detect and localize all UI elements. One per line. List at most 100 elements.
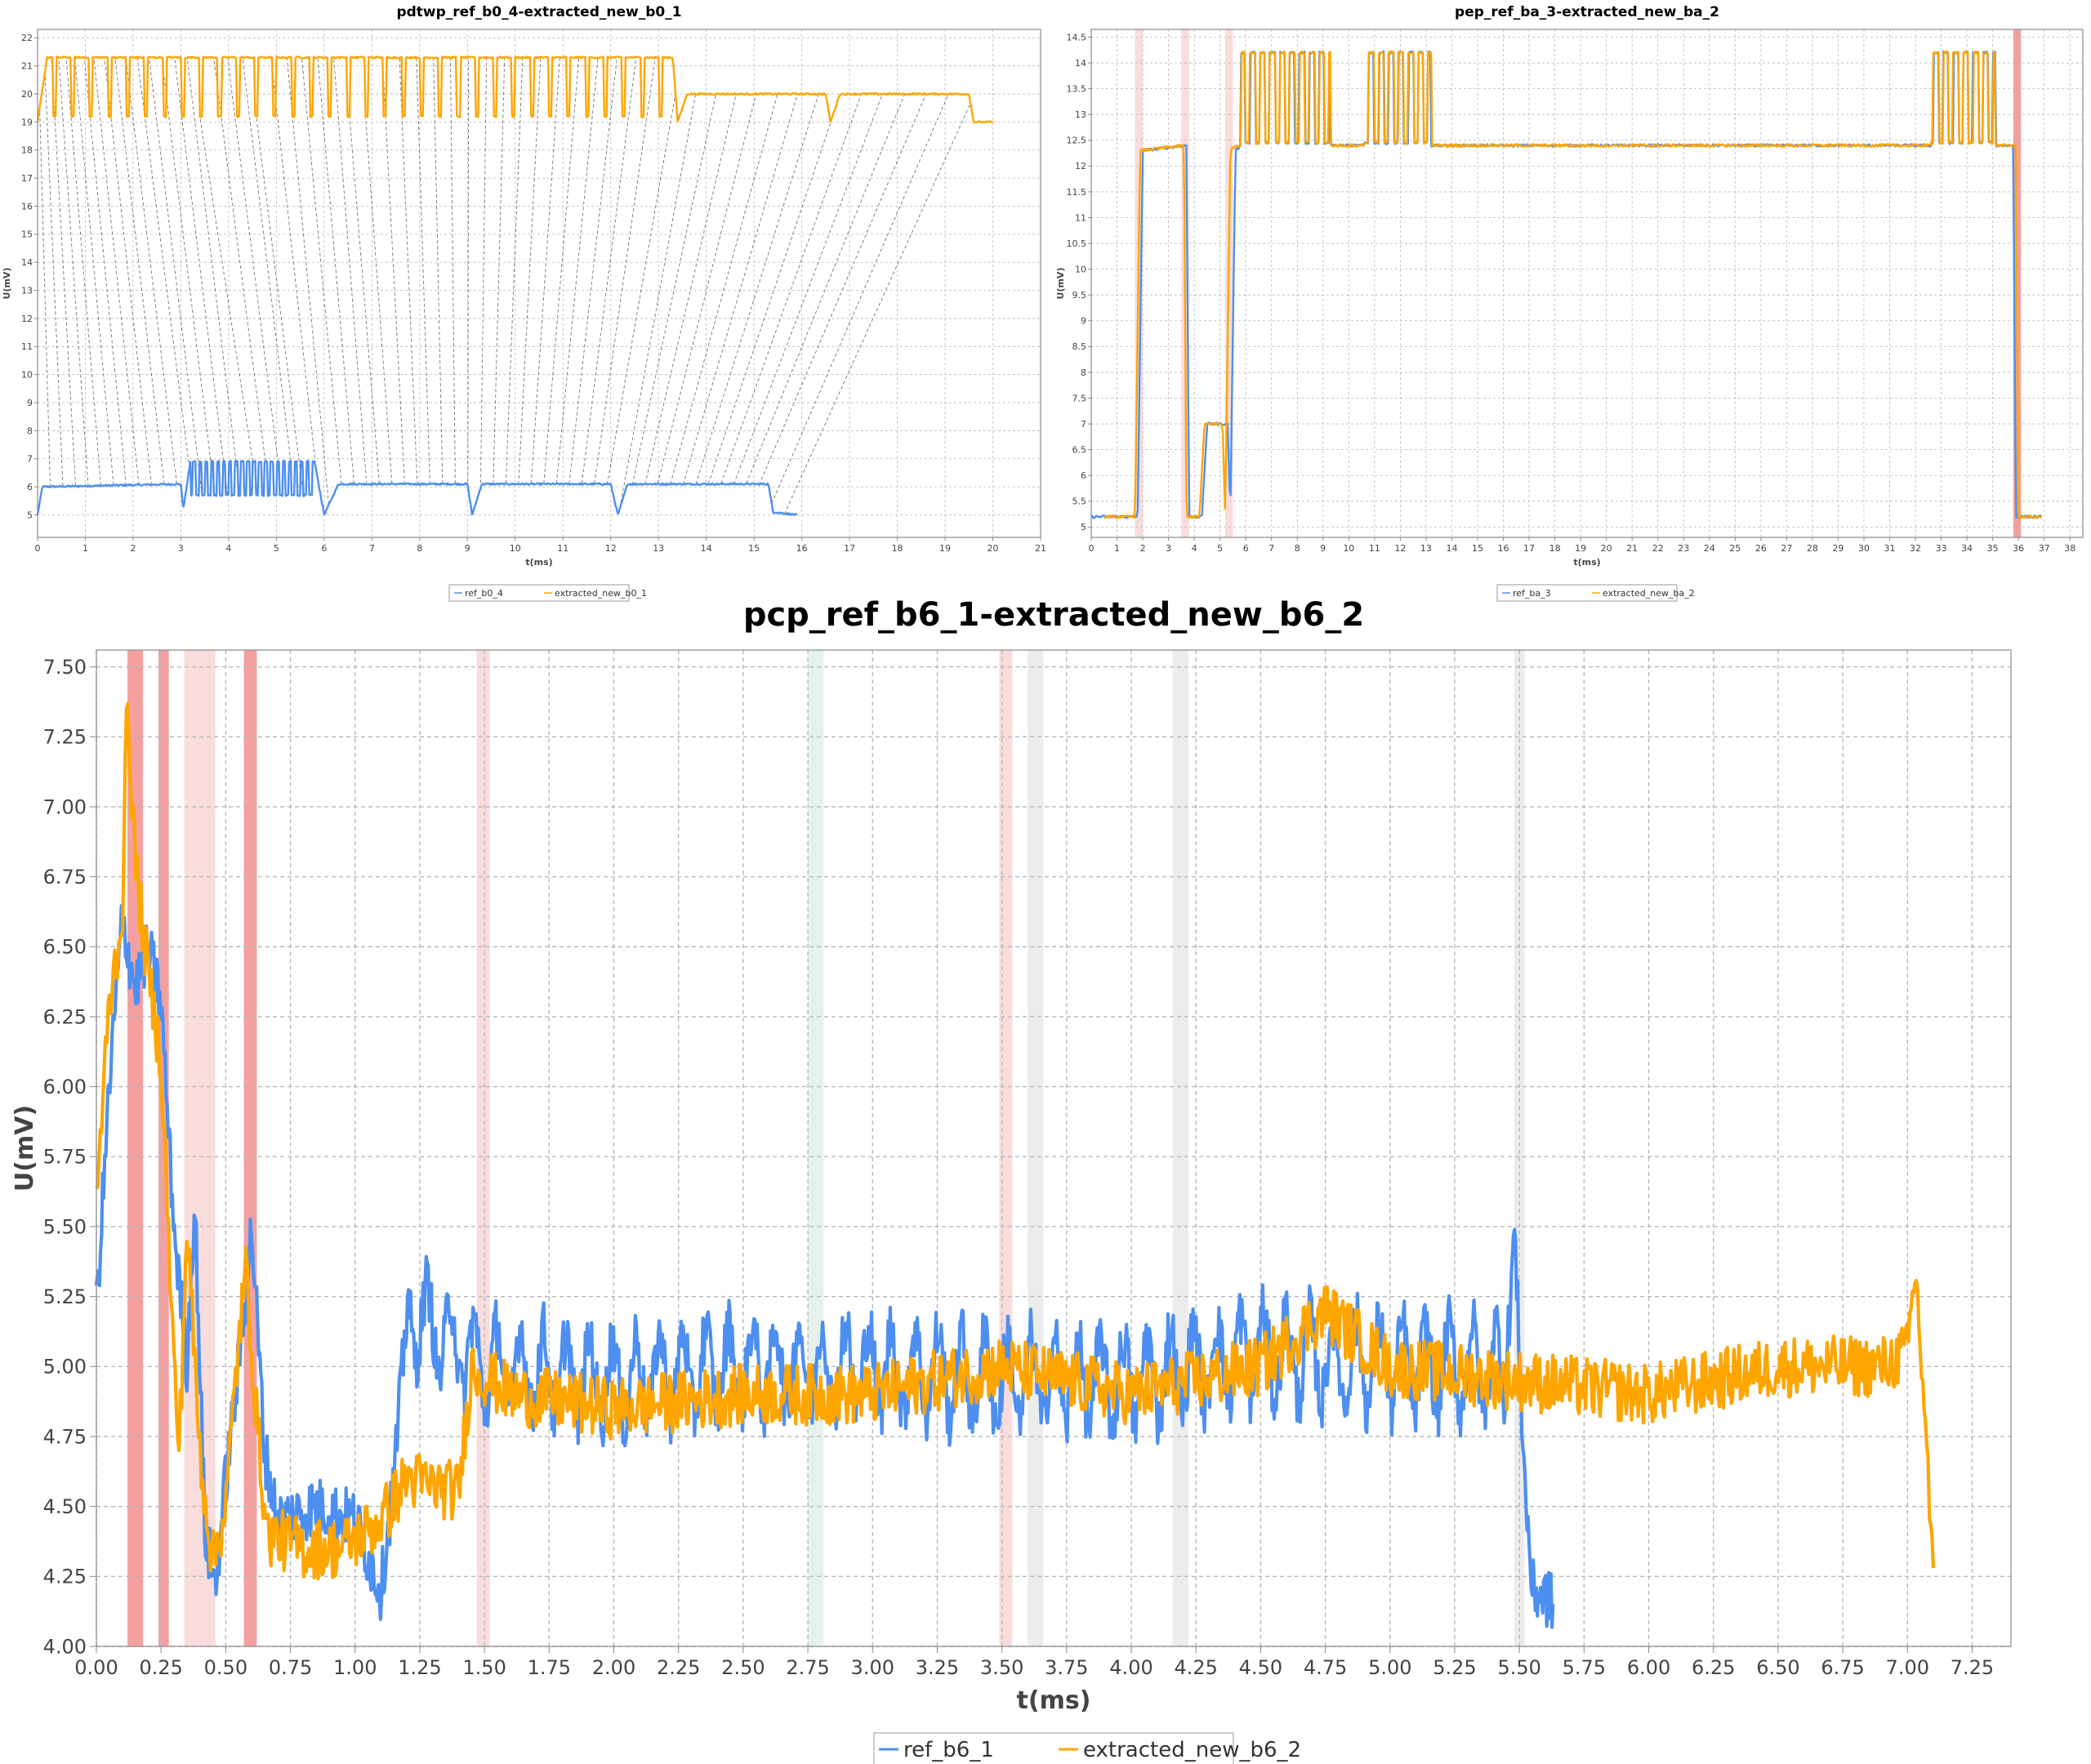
alignment-line <box>555 57 599 483</box>
x-tick-label: 2.25 <box>657 1656 700 1679</box>
x-tick-label: 10 <box>510 543 521 554</box>
y-tick-label: 9.5 <box>1072 290 1087 301</box>
y-tick-label: 5.5 <box>1072 497 1087 507</box>
x-tick-label: 13 <box>653 543 664 554</box>
x-tick-label: 0.75 <box>269 1656 312 1679</box>
legend-box <box>448 584 630 602</box>
y-tick-label: 5.25 <box>43 1285 87 1308</box>
alignment-line <box>104 57 152 486</box>
x-tick-label: 4.00 <box>1109 1656 1153 1679</box>
alignment-line <box>213 58 266 462</box>
legend-box <box>1496 584 1678 602</box>
legend-label: ref_b6_1 <box>903 1738 994 1762</box>
chart-panel-2: pep_ref_ba_3-extracted_new_ba_20 1 2 3 4 5 6 7 8… <box>1055 4 2084 602</box>
x-tick-label: 0.25 <box>139 1656 182 1679</box>
x-tick-label: 1 <box>1114 543 1120 554</box>
alignment-line <box>51 56 76 486</box>
x-tick-label: 30 <box>1858 543 1870 554</box>
x-tick-label: 3.25 <box>916 1656 959 1679</box>
x-tick-label: 7 <box>369 543 375 554</box>
alignment-line <box>682 94 798 485</box>
alignment-line <box>174 56 228 495</box>
x-tick-label: 33 <box>1936 543 1947 554</box>
y-tick-label: 14 <box>1075 58 1086 69</box>
x-tick-label: 22 <box>1652 543 1664 554</box>
x-tick-label: 32 <box>1910 543 1921 554</box>
y-tick-label: 6.25 <box>43 1005 87 1028</box>
y-tick-label: 8 <box>1081 368 1086 378</box>
alignment-line <box>720 94 862 484</box>
x-tick-label: 10 <box>1343 543 1354 554</box>
alignment-line <box>114 58 165 484</box>
x-tick-label: 13 <box>1420 543 1432 554</box>
legend: ref_b0_4 extracted_new_b0_1 <box>448 584 647 602</box>
y-tick-label: 19 <box>21 117 33 127</box>
y-tick-label: 7.50 <box>43 656 87 679</box>
x-tick-label: 8 <box>1295 543 1300 554</box>
x-tick-label: 27 <box>1781 543 1792 554</box>
alignment-line <box>286 58 329 505</box>
x-tick-label: 7.00 <box>1886 1656 1929 1679</box>
x-tick-label: 6 <box>321 543 327 554</box>
x-tick-label: 25 <box>1729 543 1741 554</box>
y-tick-label: 17 <box>21 173 33 184</box>
y-tick-label: 14 <box>21 257 33 268</box>
y-tick-label: 22 <box>21 33 33 43</box>
y-axis-label: U(mV) <box>11 1105 39 1192</box>
alignment-line <box>39 106 51 488</box>
alignment-line <box>783 103 971 514</box>
x-tick-label: 6.50 <box>1756 1656 1799 1679</box>
x-tick-label: 21 <box>1035 543 1046 554</box>
x-tick-label: 14 <box>1446 543 1457 554</box>
alignment-line <box>317 57 354 484</box>
y-tick-label: 13 <box>21 285 33 296</box>
legend-label: extracted_new_b0_1 <box>555 588 647 599</box>
x-tick-label: 4 <box>225 543 231 554</box>
x-axis-label: t(ms) <box>1017 1686 1091 1715</box>
x-tick-label: 1.00 <box>333 1656 377 1679</box>
y-tick-label: 7.00 <box>43 795 87 818</box>
alignment-line <box>746 93 906 483</box>
y-tick-label: 6.5 <box>1072 444 1087 455</box>
y-tick-label: 12 <box>21 314 33 324</box>
y-axis-label: U(mV) <box>1055 268 1066 300</box>
y-tick-label: 9 <box>27 398 33 408</box>
plot-border <box>1090 29 2084 538</box>
alignment-line <box>467 56 470 488</box>
alignment-line <box>450 58 456 484</box>
alignment-line <box>644 94 737 484</box>
y-tick-label: 5 <box>27 510 33 520</box>
x-tick-label: 3.00 <box>851 1656 894 1679</box>
y-tick-label: 10 <box>1075 264 1086 274</box>
x-axis-label: t(ms) <box>1573 557 1600 568</box>
highlight-band <box>184 650 216 1646</box>
y-axis-label: U(mV) <box>2 268 12 300</box>
x-tick-label: 0.00 <box>74 1656 118 1679</box>
x-tick-label: 16 <box>1498 543 1509 554</box>
x-tick-label: 12 <box>605 543 617 554</box>
y-tick-label: 12.5 <box>1067 136 1087 146</box>
y-tick-label: 5.75 <box>43 1146 87 1169</box>
legend-label: ref_b0_4 <box>465 588 503 599</box>
y-tick-label: 13 <box>1075 109 1086 120</box>
y-tick-label: 7 <box>1081 419 1086 430</box>
y-tick-label: 9 <box>1081 316 1086 327</box>
alignment-line <box>136 57 190 469</box>
y-tick-label: 16 <box>21 201 33 212</box>
alignment-line <box>74 56 114 485</box>
x-tick-label: 3.75 <box>1045 1656 1088 1679</box>
y-tick-label: 18 <box>21 145 33 156</box>
legend: ref_ba_3 extracted_new_ba_2 <box>1496 584 1695 602</box>
alignment-line <box>594 56 656 483</box>
x-tick-label: 4 <box>1192 543 1197 554</box>
highlight-band <box>243 650 257 1646</box>
x-tick-label: 20 <box>988 543 999 554</box>
x-tick-label: 2 <box>130 543 136 554</box>
alignment-line <box>619 94 697 509</box>
series-line-extracted_new_b6_2 <box>95 702 1936 1581</box>
x-tick-label: 15 <box>748 543 760 554</box>
x-tick-label: 1.25 <box>398 1656 441 1679</box>
x-tick-label: 18 <box>1549 543 1561 554</box>
x-tick-label: 12 <box>1394 543 1406 554</box>
